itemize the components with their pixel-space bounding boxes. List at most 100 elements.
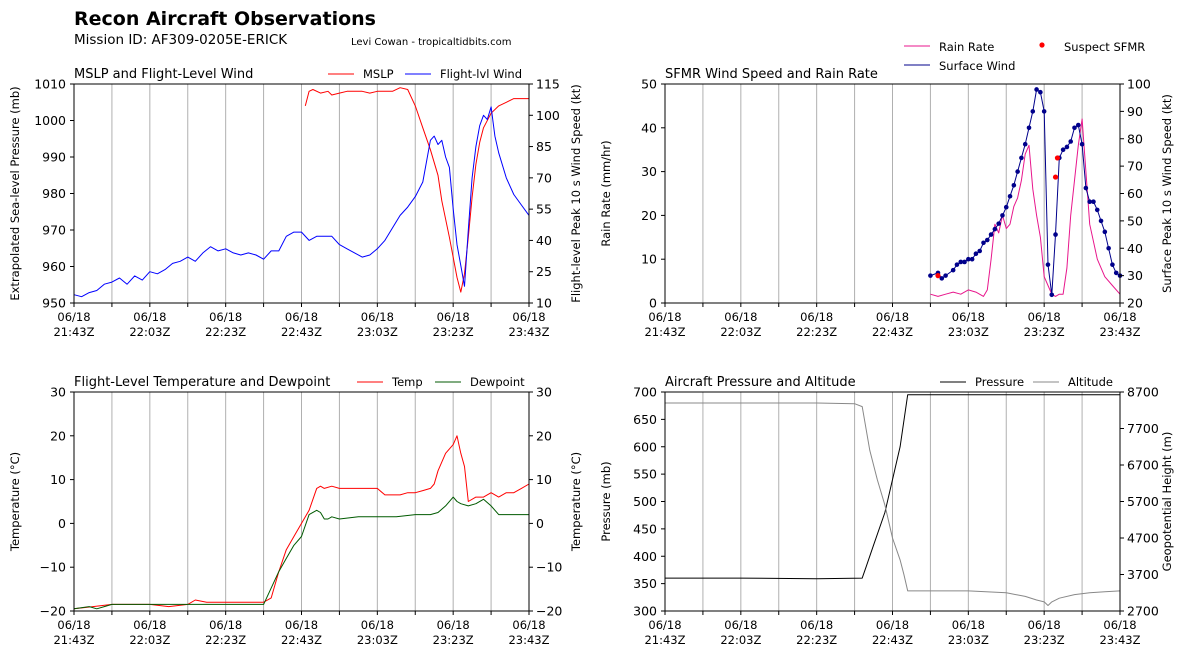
y-tick-right-label: 20 — [536, 428, 552, 443]
x-tick-date: 06/18 — [952, 618, 985, 632]
surface-wind-point — [1041, 109, 1047, 114]
legend-suspect-marker — [1039, 42, 1045, 48]
y-tick-left-label: −10 — [40, 560, 66, 575]
surface-wind-point — [1007, 193, 1013, 199]
y-tick-left-label: 980 — [42, 186, 66, 201]
panel-title: MSLP and Flight-Level Wind — [74, 67, 253, 82]
surface-wind-point — [1075, 122, 1081, 128]
y-tick-left-label: 0 — [58, 516, 66, 531]
surface-wind-point — [981, 240, 986, 246]
y-tick-right-label: 70 — [536, 170, 552, 185]
x-tick-time: 23:23Z — [1024, 325, 1065, 339]
y-tick-left-label: 970 — [42, 223, 66, 238]
y-tick-left-label: 550 — [633, 467, 657, 482]
x-tick-time: 23:03Z — [357, 633, 398, 647]
x-tick-date: 06/18 — [285, 618, 318, 632]
legend-label: MSLP — [363, 67, 394, 81]
y-tick-right-label: 115 — [536, 77, 560, 92]
y-tick-right-label: 60 — [1127, 186, 1143, 201]
suspect-point — [935, 273, 941, 279]
x-tick-time: 22:03Z — [720, 325, 761, 339]
y-tick-left-label: −20 — [40, 604, 66, 619]
x-tick-date: 06/18 — [361, 618, 394, 632]
x-tick-date: 06/18 — [952, 310, 985, 324]
y-tick-right-label: −10 — [536, 560, 562, 575]
surface-wind-point — [1068, 139, 1074, 144]
x-tick-date: 06/18 — [209, 618, 242, 632]
x-tick-time: 22:23Z — [796, 633, 837, 647]
surface-wind-point — [1015, 169, 1020, 174]
panel-temp-dew: 06/1821:43Z06/1822:03Z06/1822:23Z06/1822… — [8, 375, 583, 647]
legend-surface-label: Surface Wind — [939, 59, 1015, 73]
y-tick-left-label: 700 — [633, 385, 657, 400]
surface-wind-point — [1030, 109, 1036, 114]
surface-wind-point — [950, 267, 956, 273]
x-tick-time: 22:03Z — [129, 633, 170, 647]
x-tick-date: 06/18 — [800, 618, 833, 632]
y-tick-left-label: 450 — [633, 521, 657, 536]
y-tick-right-label: 50 — [1127, 213, 1143, 228]
x-tick-date: 06/18 — [724, 618, 757, 632]
surface-wind-point — [954, 262, 960, 267]
series-temp — [73, 435, 530, 610]
y-axis-right-label: Surface Peak 10 s Wind Speed (kt) — [1160, 94, 1174, 293]
y-axis-right-label: Geopotential Height (m) — [1160, 432, 1174, 572]
y-tick-left-label: 20 — [50, 428, 66, 443]
y-tick-right-label: 10 — [536, 296, 552, 311]
x-tick-time: 22:23Z — [205, 633, 246, 647]
y-tick-left-label: 600 — [633, 439, 657, 454]
surface-wind-point — [962, 259, 967, 265]
surface-wind-point — [1098, 218, 1104, 224]
surface-wind-point — [1106, 245, 1111, 251]
y-tick-right-label: 90 — [1127, 104, 1143, 119]
y-tick-left-label: 30 — [50, 385, 66, 400]
x-tick-time: 21:43Z — [644, 633, 685, 647]
x-tick-date: 06/18 — [724, 310, 757, 324]
y-tick-left-label: 400 — [633, 549, 657, 564]
y-tick-left-label: 300 — [633, 604, 657, 619]
y-tick-right-label: 0 — [536, 516, 544, 531]
series-flight-lvl-wind — [73, 106, 530, 298]
x-tick-date: 06/18 — [57, 310, 90, 324]
surface-wind-point — [988, 232, 994, 237]
y-axis-left-label: Temperature (°C) — [8, 452, 22, 552]
x-tick-time: 22:43Z — [872, 325, 913, 339]
surface-wind-point — [1072, 125, 1077, 131]
x-tick-date: 06/18 — [876, 310, 909, 324]
x-tick-date: 06/18 — [1103, 310, 1136, 324]
surface-wind-point — [1053, 232, 1058, 237]
y-tick-right-label: 8700 — [1127, 385, 1159, 400]
series-altitude — [665, 402, 1121, 606]
series-pressure — [665, 394, 1120, 580]
surface-wind-point — [1019, 155, 1024, 161]
surface-wind-point — [1011, 182, 1017, 188]
panel-pressure-altitude: 06/1821:43Z06/1822:03Z06/1822:23Z06/1822… — [599, 375, 1174, 647]
main-title: Recon Aircraft Observations — [74, 8, 376, 30]
surface-wind-point — [1094, 207, 1100, 213]
surface-wind-point — [928, 273, 933, 278]
panel-title: SFMR Wind Speed and Rain Rate — [665, 67, 878, 82]
panel-legend: Temp Dewpoint — [357, 375, 525, 389]
x-tick-date: 06/18 — [1028, 618, 1061, 632]
y-tick-right-label: 80 — [1127, 131, 1143, 146]
x-tick-date: 06/18 — [133, 310, 166, 324]
x-tick-date: 06/18 — [512, 310, 545, 324]
x-tick-date: 06/18 — [285, 310, 318, 324]
y-axis-left-label: Pressure (mb) — [599, 461, 613, 541]
y-tick-left-label: 10 — [641, 252, 657, 267]
surface-wind-point — [1113, 270, 1119, 276]
surface-wind-point — [969, 256, 975, 262]
surface-wind-point — [1000, 213, 1005, 218]
surface-wind-point — [973, 251, 979, 257]
y-tick-right-label: 7700 — [1127, 421, 1159, 436]
surface-wind-point — [1060, 147, 1066, 152]
surface-wind-point — [1034, 87, 1039, 92]
y-tick-left-label: 1000 — [34, 113, 66, 128]
legend-rain-label: Rain Rate — [939, 40, 994, 54]
x-tick-time: 22:03Z — [720, 633, 761, 647]
x-tick-date: 06/18 — [876, 618, 909, 632]
y-tick-left-label: 350 — [633, 576, 657, 591]
x-tick-date: 06/18 — [133, 618, 166, 632]
y-tick-right-label: 10 — [536, 472, 552, 487]
